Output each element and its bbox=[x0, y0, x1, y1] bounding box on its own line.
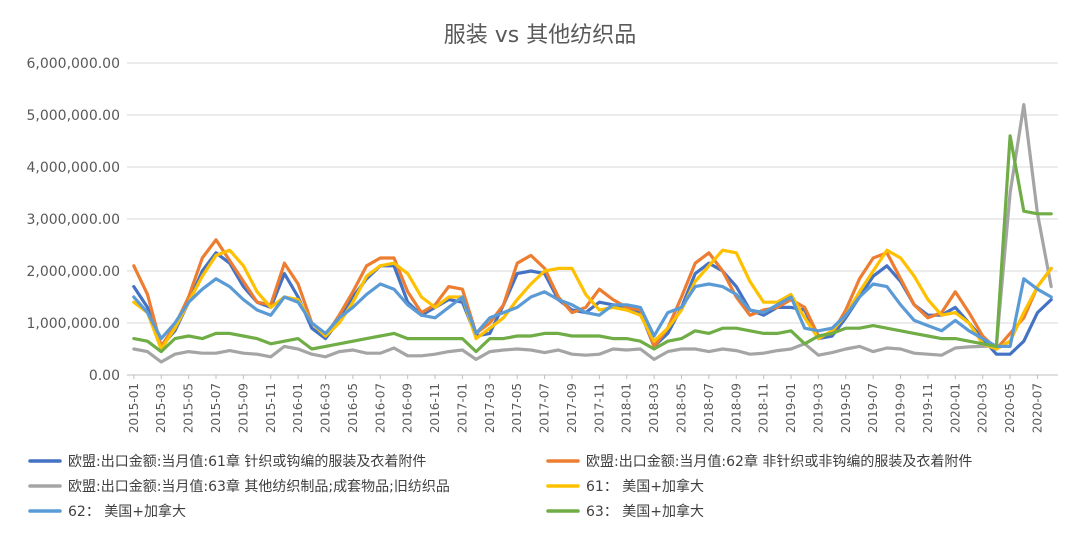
x-tick-label: 2019-11 bbox=[921, 383, 935, 433]
x-tick-label: 2017-01 bbox=[455, 383, 469, 433]
x-tick-label: 2019-05 bbox=[839, 383, 853, 433]
x-tick-label: 2015-01 bbox=[127, 383, 141, 433]
legend-label-2: 欧盟:出口金额:当月值:62章 非针织或非钩编的服装及衣着附件 bbox=[586, 453, 972, 470]
x-tick-label: 2015-03 bbox=[154, 383, 168, 433]
legend: 欧盟:出口金额:当月值:61章 针织或钩编的服装及衣着附件欧盟:出口金额:当月值… bbox=[28, 453, 972, 520]
x-tick-label: 2018-03 bbox=[647, 383, 661, 433]
series-line-3 bbox=[132, 103, 1053, 364]
y-tick-label: 3,000,000.00 bbox=[26, 212, 120, 228]
x-tick-label: 2015-05 bbox=[182, 383, 196, 433]
x-tick-label: 2016-07 bbox=[373, 383, 387, 433]
chart-title: 服装 vs 其他纺织品 bbox=[444, 23, 636, 48]
x-tick-label: 2018-01 bbox=[620, 383, 634, 433]
x-tick-label: 2018-11 bbox=[757, 383, 771, 433]
x-tick-label: 2020-01 bbox=[948, 383, 962, 433]
x-tick-label: 2020-03 bbox=[976, 383, 990, 433]
x-tick-label: 2019-09 bbox=[894, 383, 908, 433]
y-tick-label: 2,000,000.00 bbox=[26, 264, 120, 280]
x-tick-label: 2015-07 bbox=[209, 383, 223, 433]
x-tick-label: 2016-05 bbox=[346, 383, 360, 433]
x-tick-label: 2015-09 bbox=[236, 383, 250, 433]
x-tick-label: 2019-07 bbox=[866, 383, 880, 433]
legend-label-6: 63： 美国+加拿大 bbox=[586, 503, 704, 520]
y-tick-label: 6,000,000.00 bbox=[26, 56, 120, 72]
gridlines bbox=[127, 62, 1058, 376]
x-tick-label: 2019-01 bbox=[784, 383, 798, 433]
series-line-5 bbox=[132, 277, 1053, 348]
x-tick-label: 2020-05 bbox=[1003, 383, 1017, 433]
legend-label-4: 61： 美国+加拿大 bbox=[586, 478, 704, 495]
x-tick-label: 2017-11 bbox=[592, 383, 606, 433]
series-line-2 bbox=[132, 238, 1053, 351]
x-tick-label: 2017-09 bbox=[565, 383, 579, 433]
x-tick-label: 2018-05 bbox=[674, 383, 688, 433]
x-tick-label: 2018-07 bbox=[702, 383, 716, 433]
x-axis-ticks: 2015-01 2015-03 2015-05 2015-07 2015-09 2015-… bbox=[127, 375, 1044, 433]
x-tick-label: 2016-01 bbox=[291, 383, 305, 433]
x-tick-label: 2020-07 bbox=[1030, 383, 1044, 433]
x-tick-label: 2016-03 bbox=[319, 383, 333, 433]
y-tick-label: 4,000,000.00 bbox=[26, 160, 120, 176]
x-tick-label: 2019-03 bbox=[811, 383, 825, 433]
x-tick-label: 2016-09 bbox=[401, 383, 415, 433]
series-lines bbox=[132, 103, 1053, 364]
x-tick-label: 2017-05 bbox=[510, 383, 524, 433]
series-line-1 bbox=[132, 251, 1053, 356]
y-tick-label: 0.00 bbox=[89, 368, 120, 384]
legend-label-3: 欧盟:出口金额:当月值:63章 其他纺织制品;成套物品;旧纺织品 bbox=[68, 478, 450, 495]
x-tick-label: 2016-11 bbox=[428, 383, 442, 433]
x-tick-label: 2017-03 bbox=[483, 383, 497, 433]
x-tick-label: 2017-07 bbox=[538, 383, 552, 433]
y-tick-label: 1,000,000.00 bbox=[26, 316, 120, 332]
y-tick-label: 5,000,000.00 bbox=[26, 108, 120, 124]
legend-label-1: 欧盟:出口金额:当月值:61章 针织或钩编的服装及衣着附件 bbox=[68, 453, 426, 470]
series-line-6 bbox=[132, 134, 1053, 354]
legend-label-5: 62： 美国+加拿大 bbox=[68, 503, 186, 520]
y-axis-ticks: 0.00 1,000,000.00 2,000,000.00 3,000,000.00… bbox=[26, 56, 120, 384]
x-tick-label: 2015-11 bbox=[264, 383, 278, 433]
x-tick-label: 2018-09 bbox=[729, 383, 743, 433]
